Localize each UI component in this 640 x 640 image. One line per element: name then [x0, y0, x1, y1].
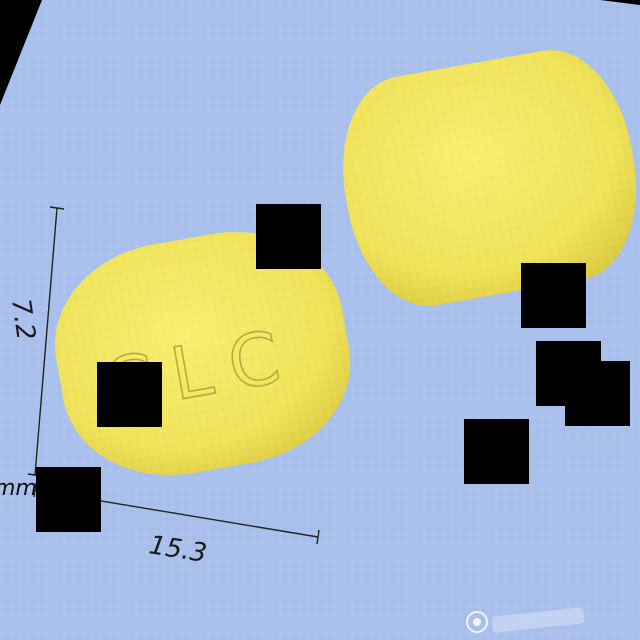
watermark-seal	[466, 607, 585, 633]
pill-side-view	[343, 50, 637, 306]
redaction-box	[464, 419, 529, 484]
height-label: 7.2	[5, 297, 40, 342]
unit-label: mm	[0, 476, 37, 501]
redaction-box	[565, 361, 630, 426]
redaction-box	[521, 263, 586, 328]
redaction-box	[256, 204, 321, 269]
redaction-box	[97, 362, 162, 427]
redaction-box	[36, 467, 101, 532]
